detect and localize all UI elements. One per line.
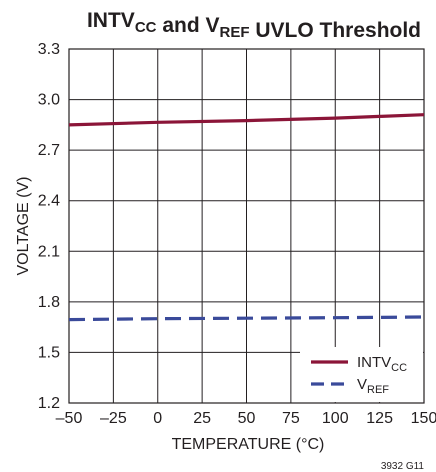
y-tick-label: 1.8	[38, 294, 60, 311]
legend-background	[300, 347, 423, 402]
y-tick-label: 1.5	[38, 344, 60, 361]
legend-label-vref: VREF	[357, 376, 389, 396]
y-tick-label: 1.2	[38, 395, 60, 412]
series-layer	[68, 113, 425, 322]
y-axis-label: VOLTAGE (V)	[15, 177, 32, 276]
legend-label-intvcc: INTVCC	[357, 354, 407, 374]
y-tick-label: 2.7	[38, 142, 60, 159]
x-tick-label: 75	[282, 410, 300, 427]
x-tick-label: 150	[411, 410, 436, 427]
y-tick-label: 3.0	[38, 92, 60, 109]
x-axis-label: TEMPERATURE (°C)	[172, 436, 325, 453]
x-tick-label: 0	[153, 410, 162, 427]
x-axis-ticks: –50 –25 0 25 50 75 100 125 150	[56, 410, 436, 427]
chart-title: INTVCC and VREF UVLO Threshold	[87, 9, 421, 42]
y-tick-label: 2.4	[38, 193, 60, 210]
x-tick-label: 25	[193, 410, 211, 427]
x-tick-label: 100	[322, 410, 349, 427]
x-tick-label: –25	[100, 410, 127, 427]
x-tick-label: –50	[56, 410, 83, 427]
x-tick-label: 50	[238, 410, 256, 427]
plot-border	[68, 48, 425, 404]
y-axis-ticks: 1.2 1.5 1.8 2.1 2.4 2.7 3.0 3.3	[38, 41, 60, 412]
y-tick-label: 2.1	[38, 243, 60, 260]
series-line-vref	[68, 315, 425, 322]
figure-id: 3932 G11	[381, 461, 425, 472]
x-tick-label: 125	[366, 410, 393, 427]
series-line-intvcc	[68, 113, 425, 127]
plot-frame	[68, 48, 425, 404]
y-tick-label: 3.3	[38, 41, 60, 58]
